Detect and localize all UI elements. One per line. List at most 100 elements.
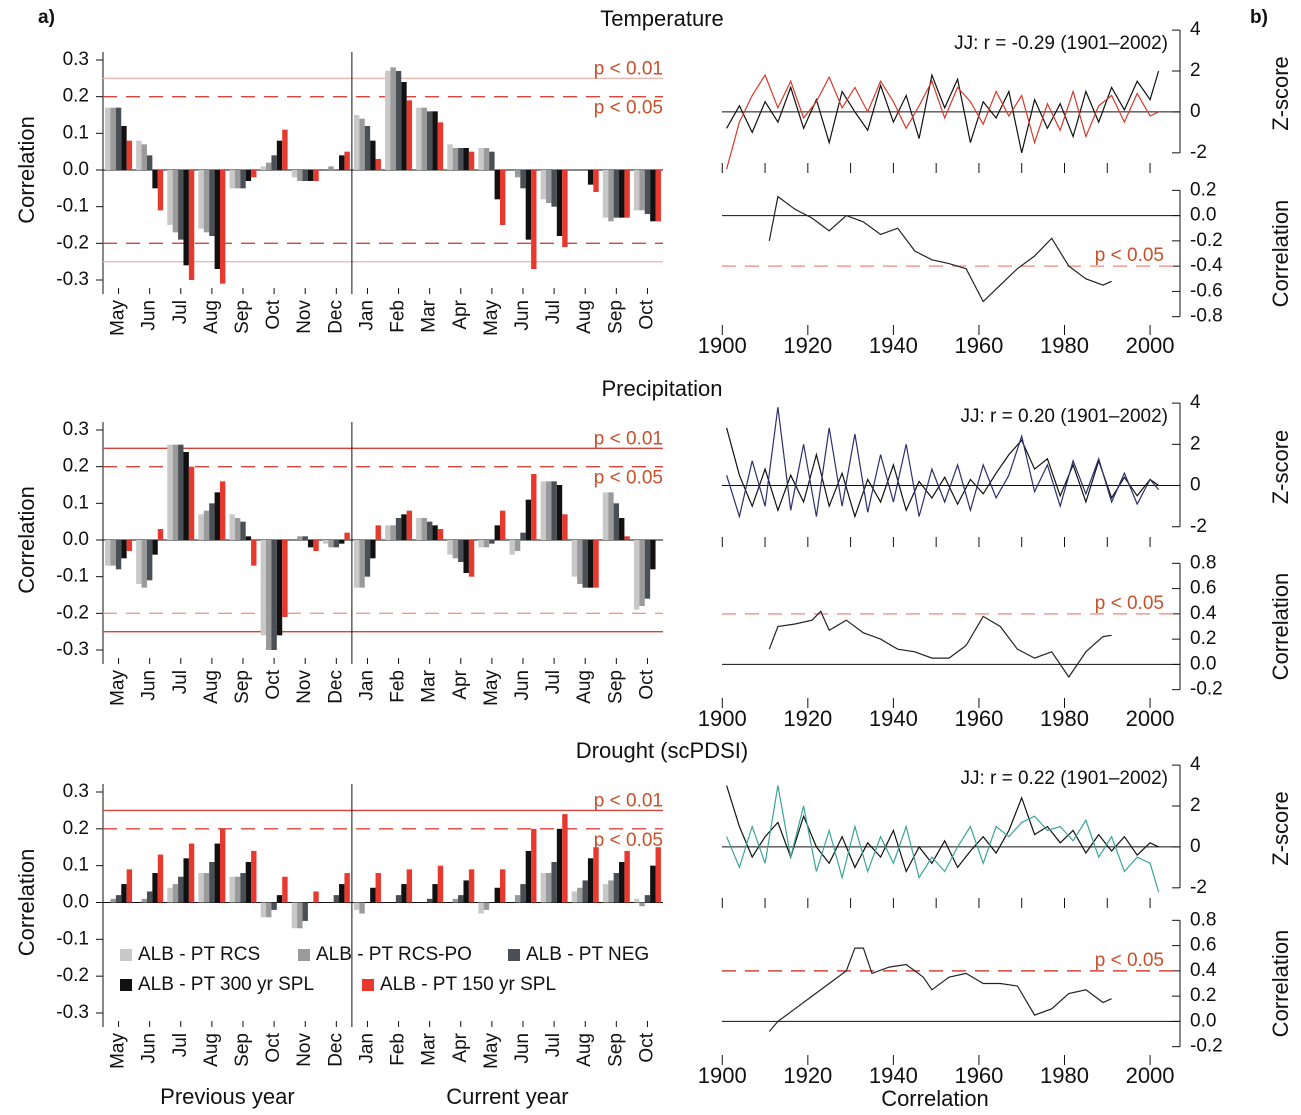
bar <box>551 481 557 540</box>
bar <box>525 499 532 540</box>
bar <box>551 170 557 207</box>
bar <box>266 902 272 918</box>
panel-label: a) <box>38 7 55 28</box>
bar <box>364 126 371 170</box>
bar <box>633 898 640 903</box>
bar <box>339 884 345 903</box>
bar <box>234 876 241 903</box>
x-tick-label: Dec <box>325 670 346 704</box>
bar <box>271 155 277 170</box>
bar <box>266 162 272 170</box>
x-tick-label: Sep <box>232 670 253 704</box>
y-tick-label: 0.4 <box>1190 960 1217 981</box>
bar <box>587 540 594 588</box>
y-tick-label: 2 <box>1190 795 1201 816</box>
bar <box>260 166 267 170</box>
bar <box>624 850 630 903</box>
bar <box>364 540 371 577</box>
bar <box>291 170 298 178</box>
bar <box>136 540 142 584</box>
bar <box>406 510 413 540</box>
bar <box>509 540 515 555</box>
y-tick-label: -0.2 <box>56 602 89 623</box>
x-tick-label: May <box>481 1033 502 1069</box>
legend-label: ALB - PT RCS-PO <box>316 944 472 965</box>
y-tick-label: 0.4 <box>1190 603 1217 624</box>
bar <box>525 850 532 903</box>
x-tick-label: Jun <box>512 1033 533 1064</box>
bar <box>514 540 521 551</box>
bar <box>307 540 314 548</box>
bar <box>229 514 235 540</box>
series-line <box>726 73 1159 170</box>
x-tick-label: 1940 <box>869 706 918 731</box>
bar <box>432 525 438 540</box>
x-tick-label: Oct <box>636 669 657 699</box>
bar <box>602 170 609 218</box>
y-tick-label: -2 <box>1190 877 1207 898</box>
x-tick-label: 1900 <box>698 333 747 358</box>
bar <box>624 170 630 218</box>
bar <box>178 876 184 903</box>
y-tick-label: -0.3 <box>56 1002 89 1023</box>
y-axis-label: Correlation <box>14 849 39 957</box>
x-tick-label: Jul <box>170 1033 191 1057</box>
x-tick-label: Aug <box>574 300 595 334</box>
bar <box>426 898 433 903</box>
bar <box>520 170 526 189</box>
bar <box>110 898 116 903</box>
bar <box>437 529 444 540</box>
y-tick-label: 0.2 <box>63 86 89 107</box>
reference-label: p < 0.01 <box>594 428 663 449</box>
bar <box>370 140 376 170</box>
bar <box>276 540 283 636</box>
bar <box>650 170 656 222</box>
x-tick-label: Jul <box>170 670 191 694</box>
bar <box>375 525 381 540</box>
bar <box>251 850 257 903</box>
x-tick-label: May <box>481 670 502 706</box>
legend-swatch <box>120 979 132 991</box>
bar <box>214 843 220 903</box>
reference-label: p < 0.05 <box>1095 950 1164 971</box>
bar <box>126 540 133 551</box>
bar <box>121 126 127 170</box>
bar <box>214 170 220 269</box>
y-tick-label: -0.2 <box>1190 679 1223 700</box>
bar <box>167 444 173 540</box>
bar <box>219 481 226 540</box>
x-tick-label: Jan <box>356 300 377 331</box>
bar <box>339 155 345 170</box>
bar <box>395 71 402 170</box>
y-tick-label: -0.2 <box>56 965 89 986</box>
bar <box>514 170 521 178</box>
bar <box>157 170 164 211</box>
legend-label: ALB - PT 150 yr SPL <box>380 974 556 995</box>
bar <box>328 166 334 170</box>
x-tick-label: Jun <box>512 670 533 701</box>
y-tick-label: -0.8 <box>1190 306 1223 327</box>
y-tick-label: 0.2 <box>1190 985 1216 1006</box>
bar <box>613 170 620 218</box>
bar <box>540 170 547 200</box>
bar <box>302 902 308 921</box>
legend-swatch <box>362 979 374 991</box>
x-tick-label: Feb <box>388 300 409 333</box>
bar <box>437 122 444 170</box>
bar <box>282 129 288 170</box>
bar <box>375 873 381 903</box>
y-tick-label: -0.2 <box>1190 230 1223 251</box>
bar <box>344 873 350 903</box>
y-tick-label: 0.0 <box>63 159 89 180</box>
x-tick-label: Oct <box>636 299 657 329</box>
bar <box>655 847 661 903</box>
series-line <box>726 70 1160 153</box>
bar <box>115 895 122 903</box>
bar <box>313 540 319 551</box>
legend-swatch <box>120 949 132 961</box>
bar <box>577 887 583 903</box>
bar <box>494 170 500 200</box>
bar <box>406 869 413 903</box>
bar <box>483 148 490 170</box>
